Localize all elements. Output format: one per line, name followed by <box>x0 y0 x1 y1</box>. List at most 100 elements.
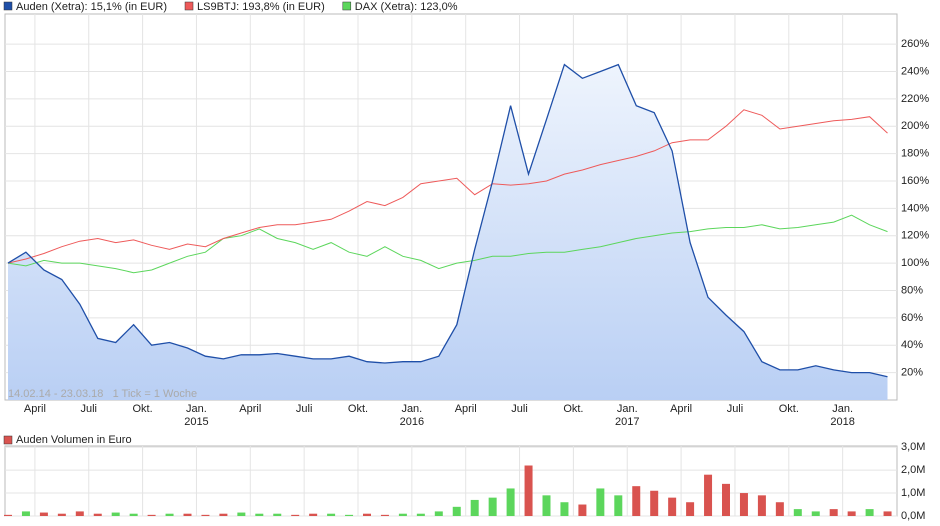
volume-bar <box>416 513 425 516</box>
line <box>7 109 888 264</box>
volume-bar <box>345 514 354 516</box>
x-tick-label: April <box>24 403 46 415</box>
y-tick-label: 260% <box>901 38 929 50</box>
volume-bar <box>111 512 120 516</box>
volume-bar <box>668 497 677 516</box>
volume-bar <box>75 511 84 516</box>
year-label: 2017 <box>615 416 639 428</box>
volume-bar <box>686 502 695 516</box>
y-tick-label: 220% <box>901 93 929 105</box>
volume-bar <box>542 495 551 516</box>
y-tick-label: 160% <box>901 175 929 187</box>
volume-title: Auden Volumen in Euro <box>16 434 132 446</box>
volume-bar <box>4 514 12 516</box>
year-label: 2015 <box>184 416 208 428</box>
volume-bar <box>524 465 533 516</box>
volume-bar <box>291 514 300 516</box>
x-tick-label: Okt. <box>779 403 799 415</box>
volume-bar <box>183 513 192 516</box>
x-tick-label: Okt. <box>133 403 153 415</box>
volume-bar <box>470 499 479 516</box>
y-tick-label: 2,0M <box>901 464 925 476</box>
year-label: 2018 <box>830 416 854 428</box>
volume-bar <box>650 490 659 516</box>
x-tick-label: Okt. <box>348 403 368 415</box>
volume-bar <box>704 474 713 516</box>
x-tick-label: Juli <box>296 403 313 415</box>
y-tick-label: 120% <box>901 230 929 242</box>
y-tick-label: 200% <box>901 120 929 132</box>
volume-bar <box>739 493 748 516</box>
line <box>7 63 888 378</box>
y-tick-label: 180% <box>901 148 929 160</box>
volume-bar <box>632 486 641 516</box>
legend-swatch <box>3 1 13 11</box>
volume-bar <box>488 497 497 516</box>
year-label: 2016 <box>400 416 424 428</box>
volume-bar <box>57 513 66 516</box>
volume-bar <box>506 488 515 516</box>
x-tick-label: Jan. <box>617 403 638 415</box>
x-tick-label: Jan. <box>832 403 853 415</box>
x-tick-label: April <box>455 403 477 415</box>
volume-bar <box>309 513 318 516</box>
note: 14.02.14 - 23.03.18 1 Tick = 1 Woche <box>8 388 197 400</box>
y-tick-label: 100% <box>901 257 929 269</box>
x-tick-label: Juli <box>80 403 97 415</box>
volume-bar <box>434 511 443 516</box>
volume-bar <box>722 483 730 516</box>
volume-bar <box>201 514 210 516</box>
volume-bar <box>829 509 838 516</box>
legend-swatch <box>342 1 352 11</box>
x-tick-label: Juli <box>511 403 528 415</box>
x-tick-label: Jan. <box>186 403 207 415</box>
volume-bar <box>237 512 246 516</box>
y-tick-label: 40% <box>901 339 923 351</box>
volume-bar <box>147 514 156 516</box>
volume-bar <box>847 511 856 516</box>
y-tick-label: 3,0M <box>901 441 925 453</box>
volume-bar <box>757 495 766 516</box>
volume-bar <box>255 513 264 516</box>
y-tick-label: 140% <box>901 202 929 214</box>
volume-bar <box>363 513 371 516</box>
y-tick-label: 0,0M <box>901 510 925 522</box>
volume-bar <box>865 509 874 516</box>
x-tick-label: April <box>670 403 692 415</box>
volume-bar <box>398 513 407 516</box>
volume-bar <box>93 513 102 516</box>
volume-bar <box>811 511 820 516</box>
volume-bar <box>560 502 569 516</box>
volume-bar <box>578 504 587 516</box>
volume-bar <box>793 509 802 516</box>
volume-bar <box>380 514 389 516</box>
y-tick-label: 60% <box>901 312 923 324</box>
volume-bar <box>883 511 892 516</box>
volume-bar <box>39 512 48 516</box>
y-tick-label: 1,0M <box>901 487 925 499</box>
x-tick-label: Juli <box>727 403 744 415</box>
volume-bar <box>614 495 623 516</box>
x-tick-label: Jan. <box>401 403 422 415</box>
y-tick-label: 80% <box>901 284 923 296</box>
line <box>7 214 888 274</box>
legend-label: Auden (Xetra): 15,1% (in EUR) <box>16 1 167 13</box>
area <box>8 64 888 400</box>
volume-bar <box>596 488 605 516</box>
volume-bar <box>129 513 138 516</box>
volume-bar <box>452 506 461 516</box>
y-tick-label: 240% <box>901 65 929 77</box>
y-tick-label: 20% <box>901 367 923 379</box>
volume-plot-area <box>4 445 898 517</box>
volume-bar <box>165 513 174 516</box>
volume-bar <box>21 511 30 516</box>
volume-bar <box>219 513 228 516</box>
legend-swatch <box>184 1 194 11</box>
legend-label: LS9BTJ: 193,8% (in EUR) <box>197 1 325 13</box>
volume-bar <box>273 513 282 516</box>
x-tick-label: Okt. <box>563 403 583 415</box>
x-tick-label: April <box>239 403 261 415</box>
volume-bar <box>775 502 784 516</box>
volume-swatch <box>3 435 13 445</box>
